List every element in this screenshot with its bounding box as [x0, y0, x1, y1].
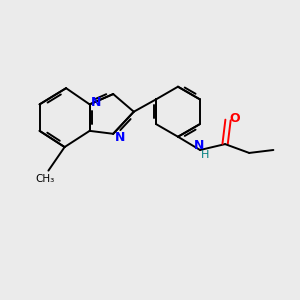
- Text: O: O: [229, 112, 240, 125]
- Text: H: H: [201, 150, 209, 160]
- Text: N: N: [115, 131, 125, 144]
- Text: N: N: [91, 95, 101, 109]
- Text: CH₃: CH₃: [36, 174, 55, 184]
- Text: N: N: [194, 140, 204, 152]
